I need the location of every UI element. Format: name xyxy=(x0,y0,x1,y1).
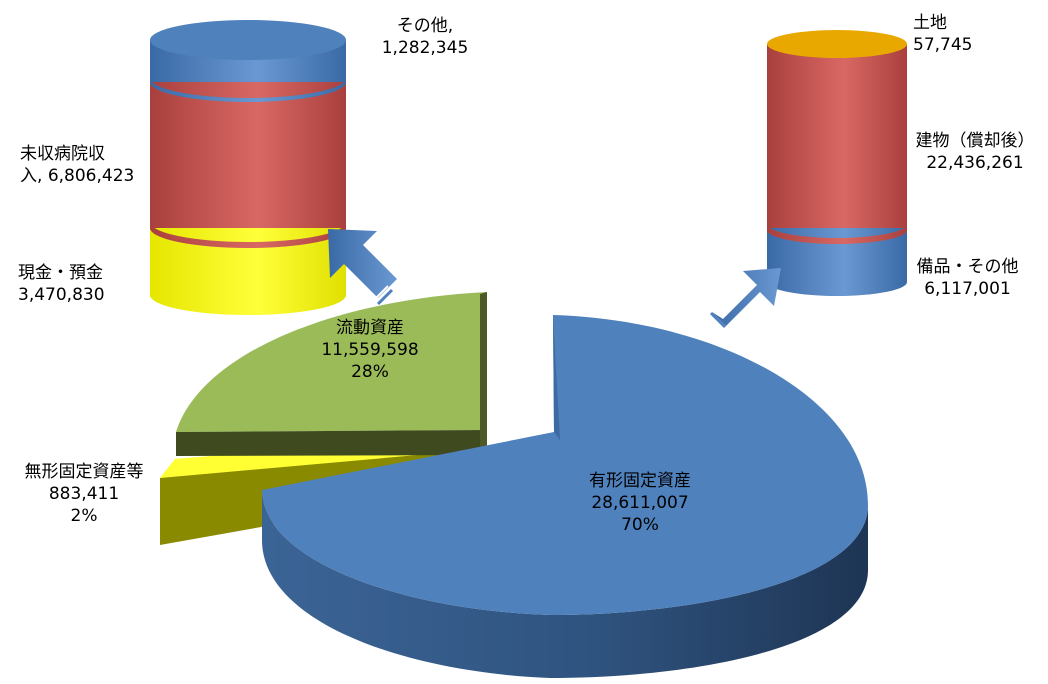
arrow-to-left-cylinder xyxy=(328,229,397,306)
pie-label-current: 流動資産 11,559,598 28% xyxy=(305,317,435,383)
left-receivable-line1: 未収病院収 xyxy=(20,144,105,164)
left-cyl-red-bottom-curve xyxy=(150,222,346,248)
right-label-land: 土地 57,745 xyxy=(913,12,1013,56)
left-label-receivable: 未収病院収 入, 6,806,423 xyxy=(20,143,160,187)
left-cyl-blue-bottom-curve xyxy=(150,78,346,102)
left-other-label: その他, xyxy=(396,16,454,36)
right-building-value: 22,436,261 xyxy=(926,153,1024,173)
tangible-label: 有形固定資産 xyxy=(589,471,691,491)
right-label-building: 建物（償却後） 22,436,261 xyxy=(905,130,1045,174)
tangible-slice-side xyxy=(262,490,868,678)
current-value: 11,559,598 xyxy=(321,340,419,360)
left-receivable-value: 6,806,423 xyxy=(47,166,135,186)
pie-slice-current xyxy=(176,292,487,456)
pie-label-tangible: 有形固定資産 28,611,007 70% xyxy=(560,470,720,536)
right-cyl-blue xyxy=(767,226,907,296)
left-receivable-label-tail: 入, xyxy=(20,166,48,186)
left-other-value: 1,282,345 xyxy=(381,38,469,58)
right-cyl-red xyxy=(767,44,907,228)
pie-label-intangible: 無形固定資産等 883,411 2% xyxy=(4,461,164,527)
tangible-value: 28,611,007 xyxy=(591,493,689,513)
current-slice-side xyxy=(176,430,487,456)
left-cyl-red xyxy=(150,80,346,228)
current-label: 流動資産 xyxy=(336,318,404,338)
left-receivable-line2: 入, 6,806,423 xyxy=(20,165,160,187)
left-cyl-yellow xyxy=(150,222,346,315)
left-cash-value: 3,470,830 xyxy=(18,285,105,305)
right-land-label: 土地 xyxy=(913,13,947,33)
tangible-percent: 70% xyxy=(621,515,659,535)
arrow-to-right-cylinder xyxy=(707,268,781,333)
right-building-label: 建物（償却後） xyxy=(915,131,1035,151)
right-cyl-red-bottom-curve xyxy=(767,224,907,244)
right-equipment-value: 6,117,001 xyxy=(924,279,1011,299)
intangible-percent: 2% xyxy=(70,506,98,526)
current-slice-right xyxy=(480,292,487,455)
left-cyl-top xyxy=(150,20,346,60)
left-label-other: その他, 1,282,345 xyxy=(355,15,495,59)
right-label-equipment: 備品・その他 6,117,001 xyxy=(905,256,1030,300)
right-cyl-top xyxy=(767,30,907,58)
left-stack-cylinder xyxy=(150,20,346,315)
tangible-slice-edge xyxy=(553,315,560,440)
right-stack-cylinder xyxy=(767,30,907,296)
pie-slice-tangible xyxy=(262,315,868,678)
right-equipment-label: 備品・その他 xyxy=(916,257,1019,277)
right-land-value: 57,745 xyxy=(913,35,973,55)
tangible-slice-top xyxy=(262,315,868,615)
current-slice-top xyxy=(176,292,487,432)
left-cash-label: 現金・預金 xyxy=(18,263,103,283)
intangible-label: 無形固定資産等 xyxy=(24,462,144,482)
current-percent: 28% xyxy=(351,362,389,382)
left-label-cash: 現金・預金 3,470,830 xyxy=(18,262,138,306)
intangible-value: 883,411 xyxy=(48,484,120,504)
